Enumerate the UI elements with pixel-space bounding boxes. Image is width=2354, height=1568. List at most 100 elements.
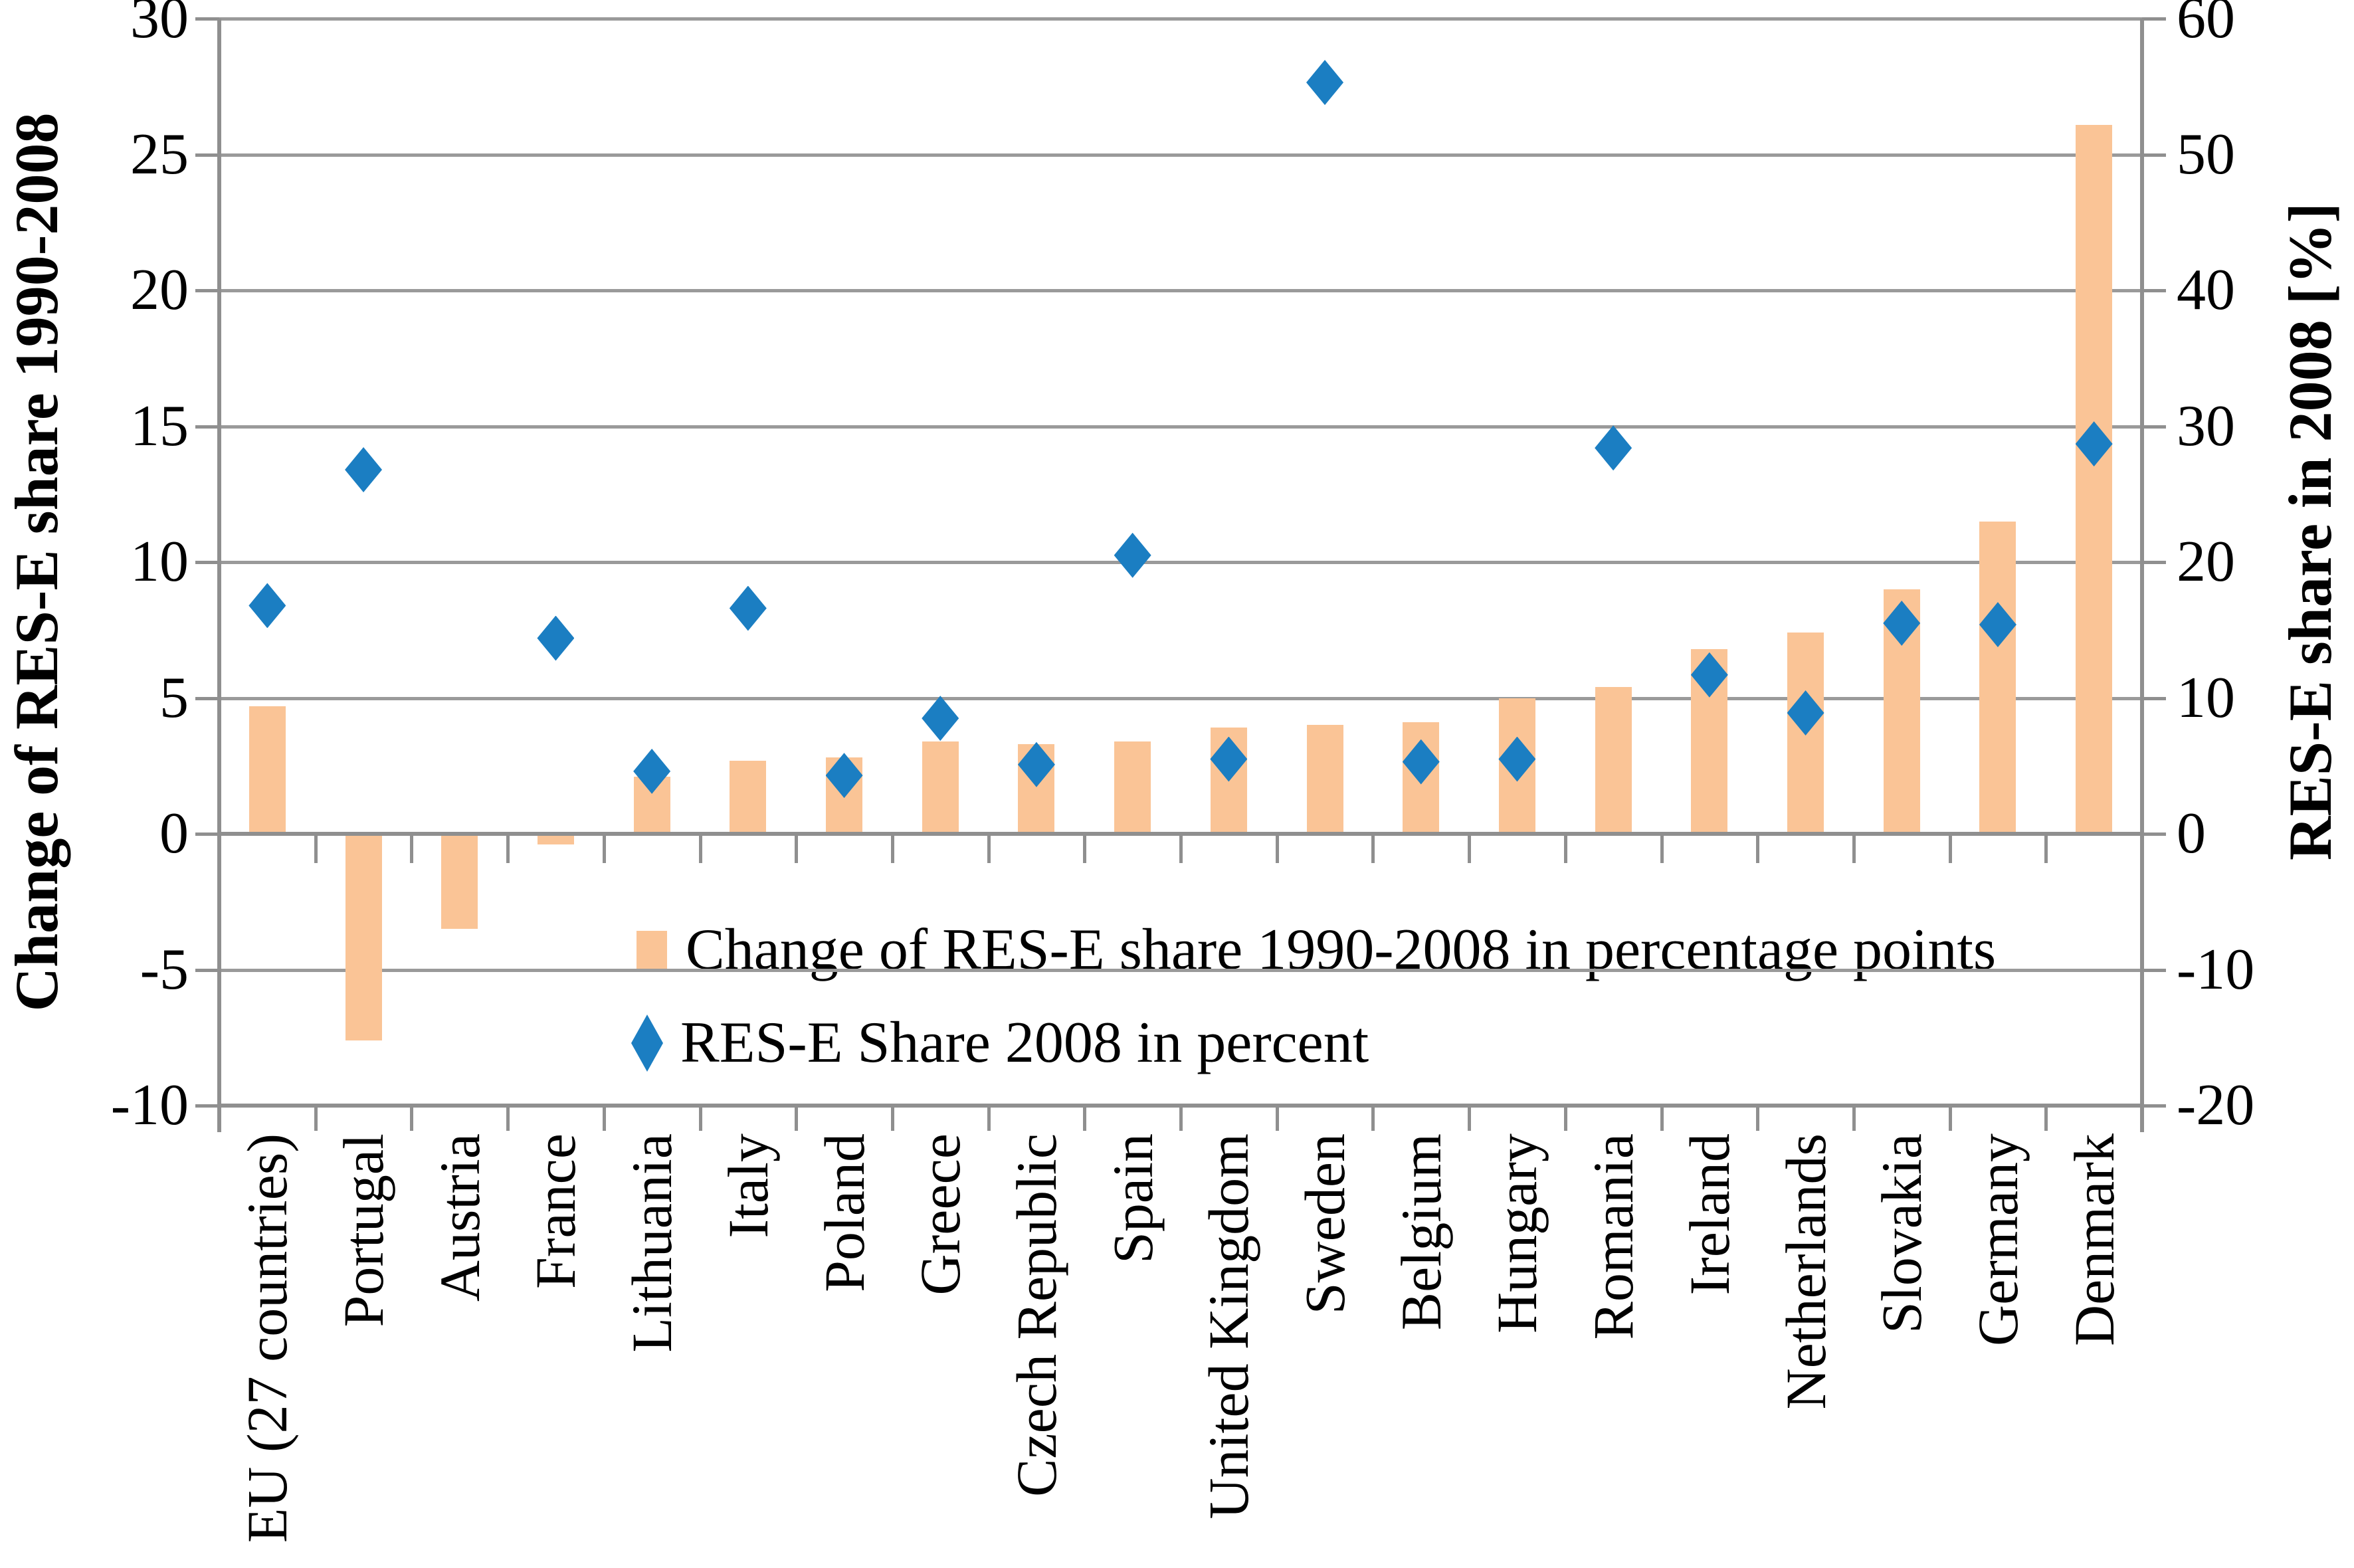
category-axis-tick: [1371, 834, 1375, 863]
gridline: [219, 425, 2142, 429]
right-axis-tick: [2142, 968, 2166, 972]
category-label: Netherlands: [1773, 1133, 1838, 1410]
bar: [1595, 687, 1632, 834]
bottom-axis-tick: [1371, 1106, 1375, 1131]
right-axis-tick-label: -20: [2177, 1073, 2255, 1137]
right-axis-tick: [2142, 1104, 2166, 1108]
bar: [2076, 124, 2113, 834]
gridline: [219, 696, 2142, 700]
bottom-axis-tick: [314, 1106, 318, 1131]
category-axis-tick: [1852, 834, 1856, 863]
right-axis-tick: [2142, 833, 2166, 836]
left-axis-tick-label: 15: [130, 393, 189, 458]
bottom-axis-tick: [2141, 1106, 2144, 1131]
left-axis-tick-label: 25: [130, 122, 189, 187]
left-axis-tick-label: 5: [159, 665, 189, 730]
gridline: [219, 968, 2142, 972]
category-axis-tick: [1179, 834, 1183, 863]
category-label: Italy: [716, 1133, 780, 1238]
diamond-marker: [248, 583, 286, 629]
category-axis-tick: [795, 834, 799, 863]
bottom-axis-tick: [506, 1106, 510, 1131]
bottom-axis-tick: [1179, 1106, 1183, 1131]
bottom-axis-tick: [890, 1106, 894, 1131]
bottom-axis-tick: [1852, 1106, 1856, 1131]
category-axis-tick: [314, 834, 318, 863]
bottom-axis-tick: [987, 1106, 991, 1131]
right-axis-tick-label: 10: [2177, 665, 2235, 730]
right-axis-tick-label: 60: [2177, 0, 2235, 50]
bar: [922, 741, 959, 834]
right-axis-tick: [2142, 289, 2166, 292]
legend-bar-swatch-icon: [637, 931, 667, 969]
bottom-axis-tick: [1083, 1106, 1087, 1131]
category-label: Romania: [1581, 1133, 1646, 1340]
bottom-axis-tick: [602, 1106, 606, 1131]
category-label: Denmark: [2062, 1133, 2126, 1346]
legend-label-diamonds: RES-E Share 2008 in percent: [680, 1011, 1369, 1075]
left-axis-tick: [195, 833, 219, 836]
category-label: Lithuania: [620, 1133, 684, 1353]
left-axis-tick: [195, 1104, 219, 1108]
diamond-marker: [537, 615, 575, 661]
category-axis-tick: [1660, 834, 1664, 863]
bottom-axis-tick: [1660, 1106, 1664, 1131]
gridline: [219, 153, 2142, 157]
left-axis-tick: [195, 17, 219, 21]
category-label: Greece: [908, 1133, 973, 1296]
legend-item-bars: Change of RES-E share 1990-2008 in perce…: [637, 918, 1996, 982]
left-axis-tick-label: 0: [159, 801, 189, 866]
right-axis-tick-label: 40: [2177, 258, 2235, 322]
right-axis-tick: [2142, 153, 2166, 157]
gridline: [219, 17, 2142, 21]
bar: [730, 760, 767, 834]
legend-diamond-icon: [631, 1015, 663, 1072]
category-axis-tick: [218, 834, 221, 863]
left-axis-tick-label: -5: [140, 937, 189, 1002]
right-axis-tick-label: 0: [2177, 801, 2206, 866]
right-axis-line: [2140, 19, 2144, 1132]
category-label: Portugal: [332, 1133, 396, 1327]
right-axis-tick: [2142, 561, 2166, 564]
gridline: [219, 289, 2142, 292]
left-axis-tick: [195, 561, 219, 564]
right-axis-tick-label: 50: [2177, 122, 2235, 187]
bar: [1306, 725, 1343, 834]
category-axis-tick: [1948, 834, 1952, 863]
category-label: Austria: [427, 1133, 492, 1302]
diamond-marker: [1306, 60, 1344, 106]
category-label: Germany: [1965, 1133, 2030, 1346]
left-axis-tick-label: 20: [130, 258, 189, 322]
bottom-axis-tick: [1275, 1106, 1279, 1131]
right-axis-tick-label: 20: [2177, 530, 2235, 594]
diamond-marker: [1595, 425, 1632, 471]
category-axis-tick: [698, 834, 702, 863]
category-label: Sweden: [1293, 1133, 1357, 1315]
category-label: Slovakia: [1870, 1133, 1934, 1333]
bottom-axis-tick: [218, 1106, 221, 1131]
category-label: Hungary: [1485, 1133, 1549, 1333]
category-axis-tick: [987, 834, 991, 863]
diamond-marker: [922, 696, 959, 741]
right-axis-tick-label: -10: [2177, 937, 2255, 1002]
category-axis-tick: [1563, 834, 1567, 863]
bottom-axis-tick: [1468, 1106, 1472, 1131]
legend-item-diamonds: RES-E Share 2008 in percent: [631, 1011, 1369, 1075]
category-label: Czech Republic: [1004, 1133, 1068, 1497]
left-axis-tick-label: 10: [130, 530, 189, 594]
category-axis-tick: [1468, 834, 1472, 863]
left-axis-line: [217, 19, 221, 1132]
category-axis-tick: [1275, 834, 1279, 863]
right-axis-tick-label: 30: [2177, 393, 2235, 458]
bottom-axis-tick: [795, 1106, 799, 1131]
category-label: Poland: [812, 1133, 876, 1292]
bottom-axis-tick: [698, 1106, 702, 1131]
category-label: Spain: [1100, 1133, 1165, 1264]
category-axis-tick: [506, 834, 510, 863]
diamond-marker: [729, 585, 767, 631]
bottom-axis-tick: [410, 1106, 414, 1131]
category-axis-tick: [1756, 834, 1760, 863]
left-axis-tick: [195, 696, 219, 700]
bar: [345, 834, 382, 1040]
